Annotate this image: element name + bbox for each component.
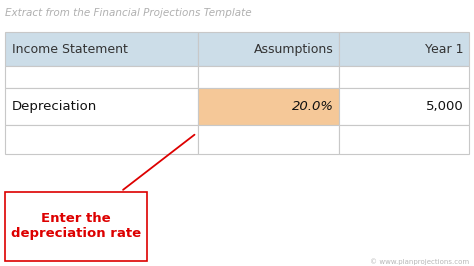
Text: 5,000: 5,000 bbox=[426, 100, 464, 113]
Text: © www.planprojections.com: © www.planprojections.com bbox=[370, 258, 469, 265]
Bar bbox=[5, 66, 198, 88]
Bar bbox=[198, 88, 339, 125]
Text: Extract from the Financial Projections Template: Extract from the Financial Projections T… bbox=[5, 8, 251, 18]
Bar bbox=[339, 66, 469, 88]
Text: Enter the
depreciation rate: Enter the depreciation rate bbox=[11, 212, 141, 240]
Bar bbox=[339, 125, 469, 154]
Bar bbox=[198, 66, 339, 88]
Bar bbox=[198, 125, 339, 154]
Text: Year 1: Year 1 bbox=[425, 43, 464, 56]
Text: Assumptions: Assumptions bbox=[254, 43, 334, 56]
Text: 20.0%: 20.0% bbox=[292, 100, 334, 113]
Text: Income Statement: Income Statement bbox=[12, 43, 128, 56]
Bar bbox=[5, 88, 198, 125]
Bar bbox=[5, 192, 147, 261]
Bar bbox=[5, 125, 198, 154]
Text: Depreciation: Depreciation bbox=[12, 100, 97, 113]
Bar bbox=[339, 32, 469, 66]
Bar bbox=[5, 32, 198, 66]
Bar bbox=[339, 88, 469, 125]
Bar bbox=[198, 32, 339, 66]
